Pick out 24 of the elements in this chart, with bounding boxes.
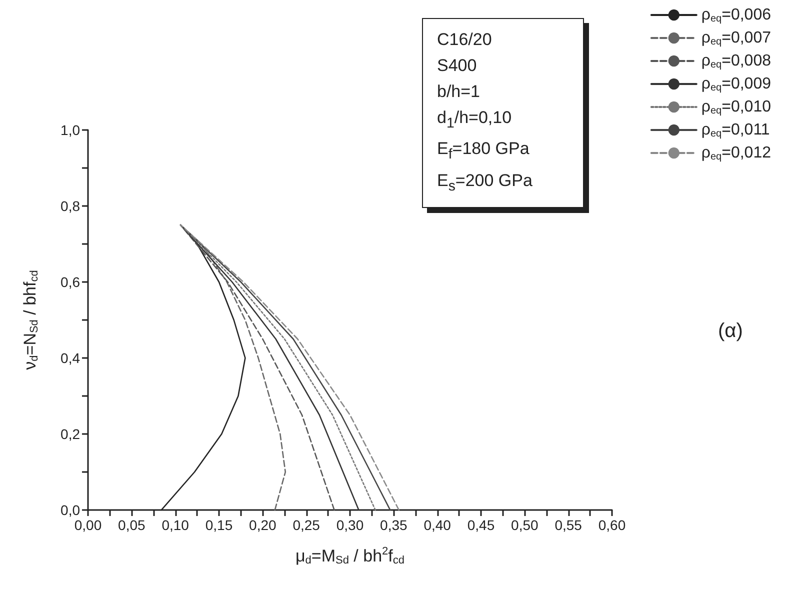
annotation: E$_{f}$=180 GPa [437, 138, 530, 165]
x-tick-label: 0,50 [511, 517, 539, 533]
x-tick-label: 0,40 [424, 517, 452, 533]
x-tick-label: 0,25 [292, 517, 320, 533]
x-tick-label: 0,05 [118, 517, 146, 533]
x-tick-label: 0,45 [467, 517, 495, 533]
annotation: E$_{s}$=200 GPa [437, 170, 534, 196]
x-tick-label: 0,00 [74, 517, 102, 533]
x-tick-label: 0,30 [336, 517, 364, 533]
y-tick-label: 0,2 [60, 426, 80, 442]
annotation: d$_{1}$/h=0,10 [437, 107, 513, 134]
y-tick-label: 1,0 [60, 122, 80, 138]
y-tick-label: 0,0 [60, 502, 80, 518]
y-tick-label: 0,8 [60, 198, 80, 214]
x-tick-label: 0,20 [249, 517, 277, 533]
x-tick-label: 0,15 [205, 517, 233, 533]
text: (α) [718, 320, 743, 343]
y-tick-label: 0,6 [60, 274, 80, 290]
y-tick-label: 0,4 [60, 350, 80, 366]
x-tick-label: 0,55 [554, 517, 582, 533]
x-tick-label: 0,35 [380, 517, 408, 533]
x-tick-label: 0,10 [162, 517, 190, 533]
y-axis-title: νd=NSd / bhfcd [20, 270, 40, 370]
x-tick-label: 0,60 [598, 517, 626, 533]
